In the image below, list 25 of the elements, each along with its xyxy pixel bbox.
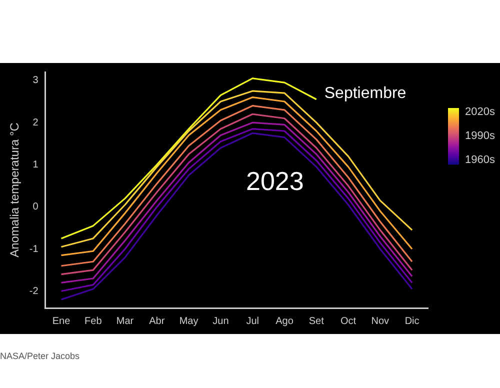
y-tick-label: 0 <box>32 202 39 213</box>
annotation: Septiembre <box>324 84 406 102</box>
color-bar-label: 1990s <box>465 130 496 142</box>
x-tick-label: Mar <box>116 316 134 327</box>
color-bar-label: 2020s <box>465 106 496 118</box>
color-bar-label: 1960s <box>465 154 496 166</box>
x-tick-label: Oct <box>340 316 356 327</box>
y-tick-label: 1 <box>32 159 39 170</box>
y-tick-label: 2 <box>32 117 39 128</box>
x-tick-label: Feb <box>84 316 102 327</box>
x-tick-label: Nov <box>371 316 390 327</box>
x-tick-label: May <box>179 316 198 327</box>
y-tick-label: 3 <box>32 75 39 86</box>
y-tick-label: -2 <box>29 286 39 297</box>
y-tick-label: -1 <box>29 244 39 255</box>
annotation: 2023 <box>246 166 304 196</box>
x-tick-label: Jun <box>212 316 229 327</box>
x-tick-label: Dic <box>404 316 420 327</box>
x-tick-label: Jul <box>246 316 259 327</box>
text: NASA/Peter Jacobs <box>0 351 80 361</box>
x-tick-label: Ene <box>52 316 71 327</box>
x-tick-label: Ago <box>276 316 294 327</box>
x-tick-label: Set <box>308 316 324 327</box>
x-tick-label: Abr <box>149 316 166 327</box>
y-axis-title: Anomalia temperatura °C <box>8 122 22 258</box>
